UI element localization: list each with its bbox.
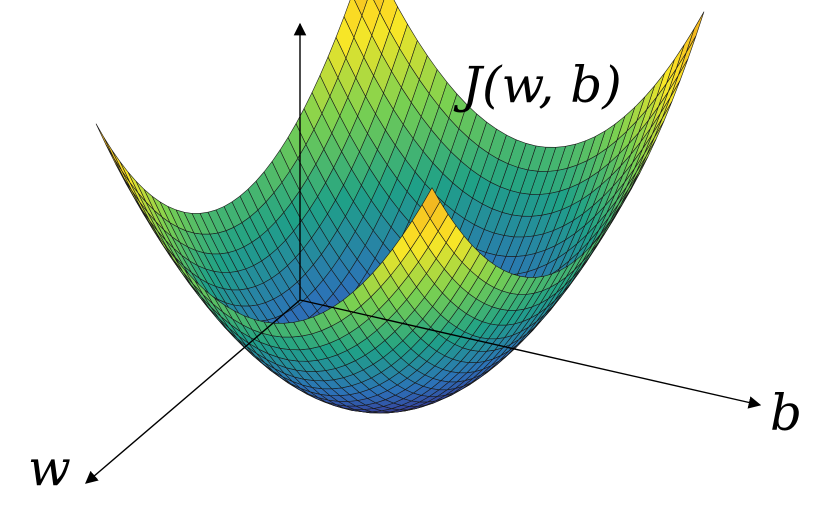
w-axis-label: w <box>28 439 71 497</box>
mesh-cell <box>685 11 705 54</box>
mesh-cell <box>184 269 204 295</box>
w-axis <box>85 299 301 484</box>
bowl-surface <box>95 0 705 414</box>
b-axis-label: b <box>770 384 802 442</box>
b-axis <box>299 299 762 409</box>
mesh-cell <box>111 150 131 183</box>
surface-label: J(w, b) <box>453 56 622 114</box>
